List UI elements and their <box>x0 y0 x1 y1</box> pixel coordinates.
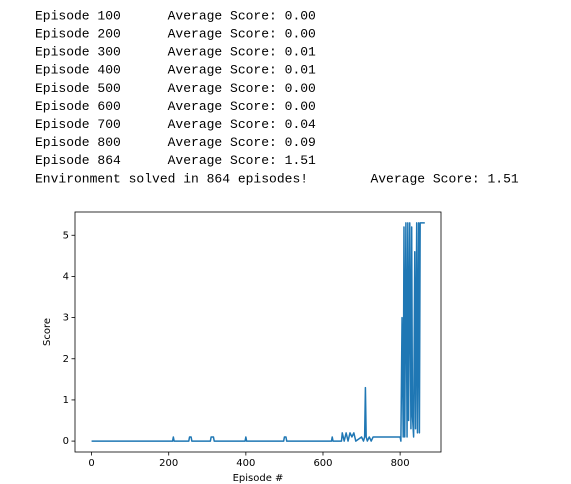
y-tick-label: 5 <box>63 230 69 241</box>
y-tick-label: 1 <box>63 395 69 406</box>
plot-frame <box>74 211 442 453</box>
log-line: Episode 700 Average Score: 0.04 <box>35 117 316 132</box>
y-axis-label: Score <box>42 318 53 346</box>
log-line: Episode 800 Average Score: 0.09 <box>35 135 316 150</box>
log-line: Episode 600 Average Score: 0.00 <box>35 99 316 114</box>
x-tick-label: 0 <box>88 458 94 469</box>
x-axis-label: Episode # <box>233 473 284 484</box>
log-line: Environment solved in 864 episodes! Aver… <box>35 171 519 186</box>
y-tick-label: 0 <box>63 436 69 447</box>
log-line: Episode 400 Average Score: 0.01 <box>35 63 316 78</box>
y-tick-label: 4 <box>63 271 69 282</box>
y-tick-label: 2 <box>63 354 69 365</box>
log-line: Episode 100 Average Score: 0.00 <box>35 8 316 23</box>
log-line: Episode 200 Average Score: 0.00 <box>35 27 316 42</box>
log-line: Episode 864 Average Score: 1.51 <box>35 153 316 168</box>
x-tick-label: 400 <box>236 458 255 469</box>
log-line: Episode 500 Average Score: 0.00 <box>35 81 316 96</box>
x-tick-label: 800 <box>391 458 410 469</box>
score-line <box>91 222 425 442</box>
y-tick-label: 3 <box>63 313 69 324</box>
x-tick-label: 200 <box>159 458 178 469</box>
log-line: Episode 300 Average Score: 0.01 <box>35 45 316 60</box>
x-tick-label: 600 <box>313 458 332 469</box>
